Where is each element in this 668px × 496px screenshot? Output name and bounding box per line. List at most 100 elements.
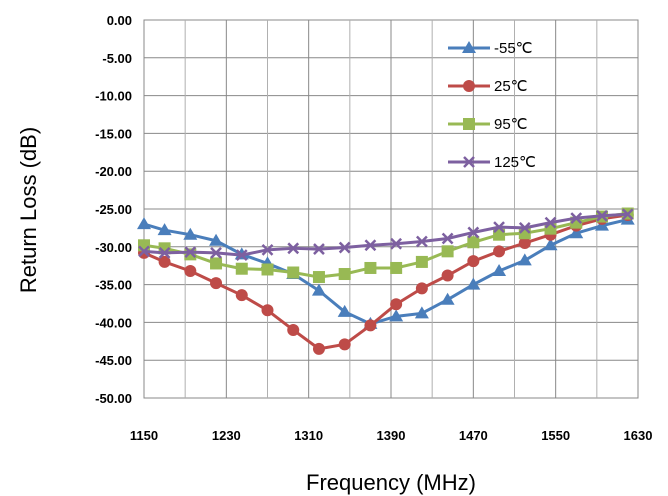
data-point bbox=[415, 235, 428, 248]
legend-item: 95℃ bbox=[448, 116, 528, 133]
data-point bbox=[138, 239, 150, 252]
y-tick-label: -15.00 bbox=[95, 126, 132, 141]
data-point bbox=[414, 306, 429, 319]
data-point bbox=[441, 232, 454, 245]
data-point bbox=[210, 246, 222, 259]
legend-marker bbox=[462, 41, 476, 53]
data-point bbox=[544, 216, 557, 229]
data-point bbox=[184, 246, 197, 258]
data-point bbox=[261, 243, 274, 256]
data-point bbox=[441, 269, 454, 282]
y-tick-label: -50.00 bbox=[95, 391, 132, 406]
legend-marker bbox=[463, 118, 475, 130]
series-layer bbox=[137, 207, 635, 355]
data-point bbox=[235, 262, 248, 275]
y-tick-label: -25.00 bbox=[95, 202, 132, 217]
data-point bbox=[158, 255, 171, 268]
data-point bbox=[390, 298, 403, 311]
data-point bbox=[287, 242, 300, 255]
data-point bbox=[261, 263, 274, 276]
data-point bbox=[492, 263, 507, 276]
data-point bbox=[543, 238, 558, 251]
y-tick-label: -30.00 bbox=[95, 240, 132, 255]
legend-item: 25℃ bbox=[448, 78, 528, 95]
y-tick-label: -10.00 bbox=[95, 89, 132, 104]
y-tick-label: -40.00 bbox=[95, 315, 132, 330]
series-4 bbox=[138, 208, 634, 261]
data-point bbox=[390, 261, 403, 274]
x-tick-label: 1470 bbox=[459, 428, 488, 443]
data-point bbox=[621, 208, 634, 221]
data-point bbox=[467, 255, 480, 268]
data-point bbox=[311, 283, 326, 296]
data-point bbox=[235, 289, 248, 302]
data-point bbox=[493, 245, 506, 258]
data-point bbox=[518, 222, 531, 234]
data-point bbox=[184, 264, 197, 277]
data-point bbox=[390, 237, 403, 250]
legend-marker bbox=[463, 156, 475, 168]
y-axis-title: Return Loss (dB) bbox=[16, 127, 41, 293]
data-point bbox=[389, 309, 404, 322]
y-tick-labels: 0.00 -5.00 -10.00 -15.00 -20.00 -25.00 -30.00 -… bbox=[95, 13, 132, 406]
legend-label: 95℃ bbox=[494, 116, 528, 133]
data-point bbox=[466, 277, 481, 290]
data-point bbox=[210, 277, 223, 290]
data-point bbox=[493, 221, 505, 234]
data-point bbox=[209, 233, 224, 246]
y-tick-label: 0.00 bbox=[107, 13, 132, 28]
data-point bbox=[235, 249, 248, 261]
data-point bbox=[287, 323, 300, 336]
y-tick-label: -5.00 bbox=[102, 51, 132, 66]
data-point bbox=[441, 245, 454, 258]
data-point bbox=[338, 338, 351, 351]
y-tick-label: -35.00 bbox=[95, 278, 132, 293]
data-point bbox=[313, 243, 325, 255]
x-tick-label: 1630 bbox=[624, 428, 653, 443]
data-point bbox=[338, 268, 351, 281]
data-point bbox=[517, 253, 532, 266]
grid-lines bbox=[143, 19, 639, 399]
data-point bbox=[415, 282, 428, 295]
data-point bbox=[287, 266, 300, 279]
data-point bbox=[415, 255, 428, 268]
data-point bbox=[440, 292, 455, 305]
x-tick-label: 1150 bbox=[130, 428, 158, 443]
series-line bbox=[143, 212, 628, 257]
legend-marker bbox=[463, 80, 475, 92]
data-point bbox=[337, 304, 352, 317]
data-point bbox=[312, 271, 325, 284]
legend-label: -55℃ bbox=[494, 40, 533, 57]
data-point bbox=[157, 223, 172, 236]
x-tick-labels: 1150 1230 1310 1390 1470 1550 1630 bbox=[130, 428, 653, 443]
data-point bbox=[184, 248, 197, 261]
data-point bbox=[312, 342, 325, 355]
x-tick-label: 1550 bbox=[541, 428, 570, 443]
legend: -55℃ 25℃ 95℃ 125℃ bbox=[448, 40, 536, 171]
legend-item: -55℃ bbox=[448, 40, 533, 57]
x-axis-title: Frequency (MHz) bbox=[306, 470, 476, 495]
x-tick-label: 1310 bbox=[294, 428, 323, 443]
data-point bbox=[338, 241, 351, 254]
data-point bbox=[467, 236, 480, 249]
data-point bbox=[570, 212, 583, 224]
x-tick-label: 1390 bbox=[377, 428, 406, 443]
data-point bbox=[596, 209, 608, 222]
data-point bbox=[138, 245, 150, 258]
data-point bbox=[364, 239, 377, 252]
data-point bbox=[364, 319, 377, 332]
y-tick-label: -20.00 bbox=[95, 164, 132, 179]
data-point bbox=[137, 217, 151, 230]
legend-item: 125℃ bbox=[448, 154, 536, 171]
data-point bbox=[467, 226, 480, 239]
data-point bbox=[261, 304, 274, 317]
data-point bbox=[158, 246, 171, 259]
data-point bbox=[210, 257, 223, 270]
legend-label: 125℃ bbox=[494, 154, 536, 171]
data-point bbox=[364, 261, 377, 274]
x-tick-label: 1230 bbox=[212, 428, 241, 443]
y-tick-label: -45.00 bbox=[95, 353, 132, 368]
data-point bbox=[518, 237, 531, 250]
data-point bbox=[569, 226, 584, 239]
